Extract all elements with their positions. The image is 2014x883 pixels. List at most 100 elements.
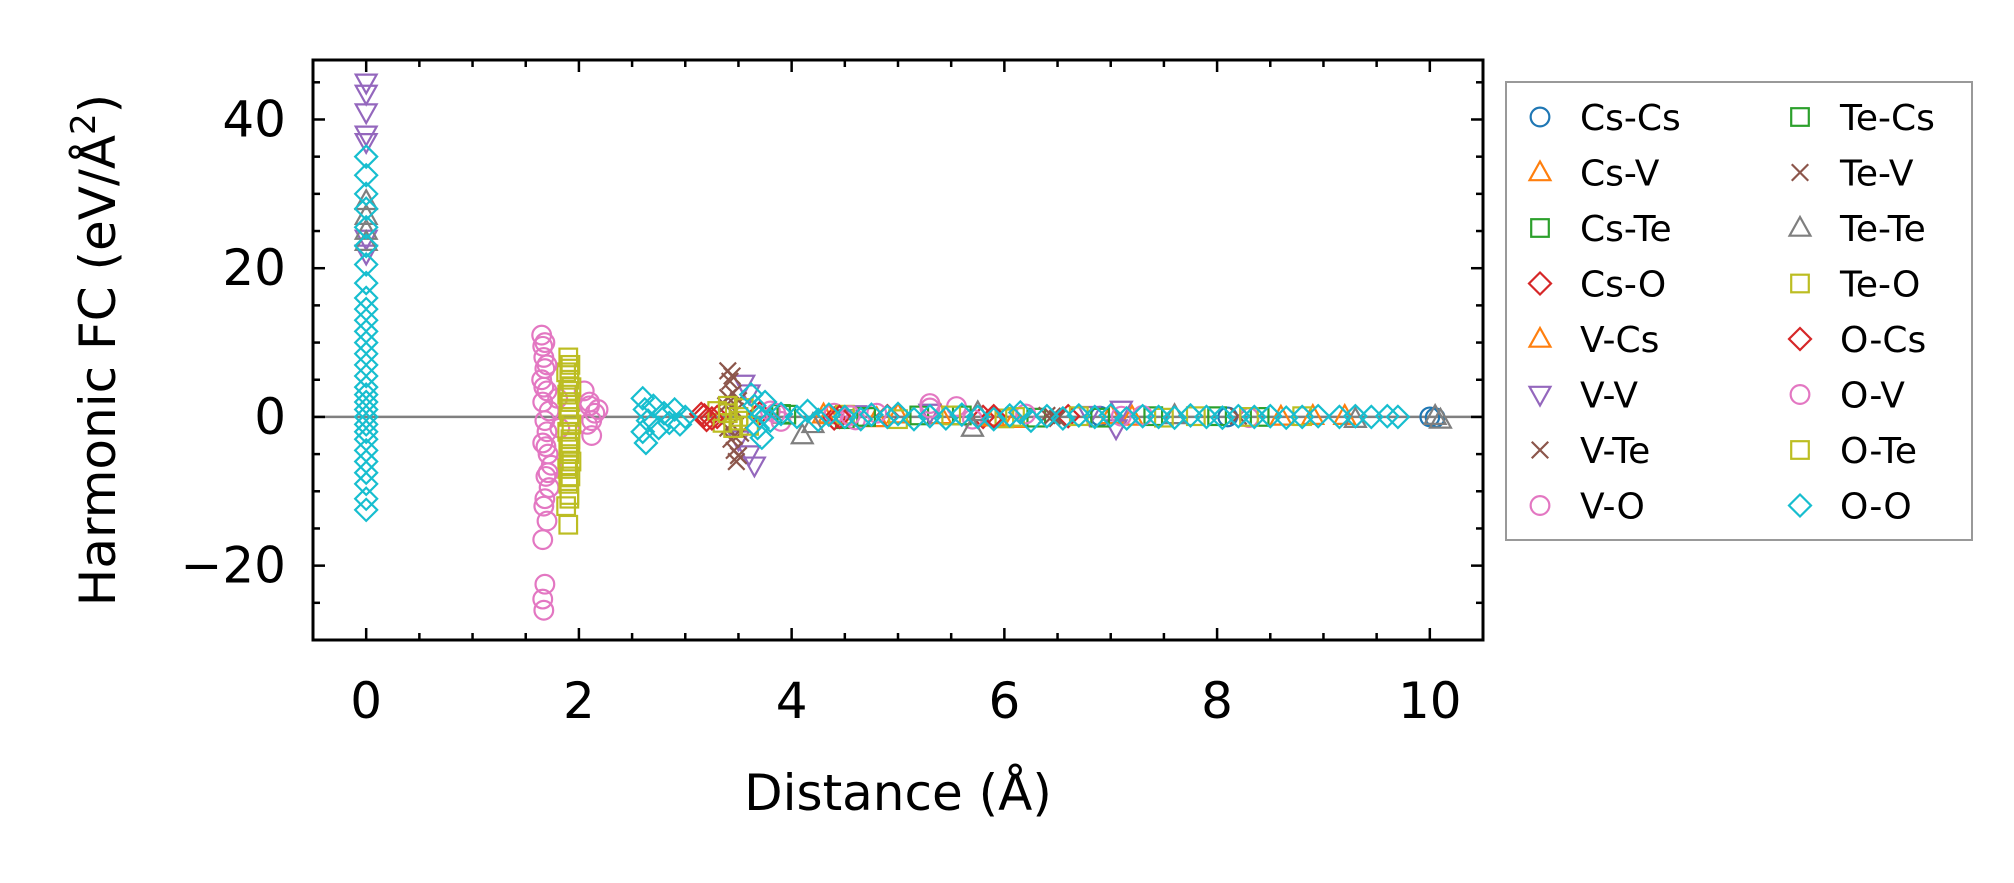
point-o-o bbox=[885, 401, 911, 427]
legend-frame bbox=[1505, 81, 1973, 541]
y-axis-label-superscript: 2 bbox=[64, 113, 104, 135]
point-v-cs bbox=[885, 401, 911, 424]
tick-labels: 0 2 4 6 8 10 −20 0 20 40 bbox=[180, 90, 1461, 730]
point-o-o bbox=[672, 404, 698, 430]
point-te-te bbox=[1422, 402, 1448, 425]
legend-marker-o-o bbox=[1787, 492, 1813, 519]
point-v-o bbox=[536, 421, 558, 443]
legend-marker-cs-o bbox=[1527, 270, 1553, 297]
point-o-v bbox=[581, 410, 603, 432]
point-o-o bbox=[353, 497, 379, 523]
x-tick-label: 4 bbox=[776, 672, 808, 730]
point-o-o bbox=[662, 396, 688, 423]
point-v-v bbox=[742, 456, 767, 479]
point-o-o bbox=[784, 404, 810, 430]
point-o-o bbox=[1193, 404, 1220, 430]
point-v-v bbox=[353, 84, 379, 107]
plot-frame bbox=[311, 58, 1485, 642]
point-o-v bbox=[579, 395, 600, 417]
legend-label: O-Te bbox=[1840, 431, 1917, 472]
point-v-v bbox=[353, 125, 379, 148]
point-te-v bbox=[1043, 407, 1062, 426]
plot-area-background bbox=[313, 60, 1483, 640]
point-o-te bbox=[559, 358, 580, 379]
point-v-o bbox=[534, 573, 556, 595]
point-o-o bbox=[981, 406, 1007, 432]
series-o-v bbox=[533, 332, 1132, 510]
legend-entry-o-cs: O-Cs bbox=[1787, 320, 1926, 361]
x-tick-label: 0 bbox=[350, 672, 382, 730]
point-o-o bbox=[633, 430, 659, 456]
point-o-o bbox=[816, 402, 842, 428]
legend-label: V-V bbox=[1580, 376, 1638, 417]
point-v-v bbox=[353, 73, 379, 96]
legend-entry-te-cs: Te-Cs bbox=[1790, 98, 1935, 139]
point-o-o bbox=[640, 393, 666, 419]
point-o-o bbox=[667, 411, 693, 437]
legend-entry-v-o: V-O bbox=[1529, 487, 1645, 528]
legend-marker-v-v bbox=[1527, 385, 1553, 408]
point-o-o bbox=[768, 401, 794, 427]
x-tick-label: 6 bbox=[988, 672, 1020, 730]
point-o-o bbox=[353, 181, 379, 207]
point-o-o bbox=[353, 144, 379, 170]
point-o-o bbox=[1177, 402, 1204, 428]
legend-marker-cs-te bbox=[1530, 218, 1550, 238]
point-o-o bbox=[1018, 408, 1044, 434]
point-o-te bbox=[1185, 406, 1206, 427]
point-te-cs bbox=[1090, 407, 1110, 428]
point-cs-v bbox=[1002, 405, 1028, 428]
legend-label: O-V bbox=[1840, 376, 1905, 417]
point-v-o bbox=[532, 529, 554, 551]
series-o-o bbox=[353, 144, 1411, 523]
point-te-cs bbox=[776, 404, 797, 425]
point-o-o bbox=[353, 486, 379, 512]
legend-marker-v-cs bbox=[1527, 325, 1553, 348]
point-cs-o bbox=[1055, 403, 1081, 429]
point-o-o bbox=[353, 419, 379, 445]
point-v-o bbox=[536, 380, 558, 402]
legend-label: Cs-V bbox=[1580, 154, 1660, 195]
x-tick-label: 8 bbox=[1201, 672, 1233, 730]
legend-label: Cs-Cs bbox=[1580, 98, 1681, 139]
point-o-v bbox=[534, 488, 556, 510]
point-v-te bbox=[720, 372, 739, 391]
point-te-v bbox=[729, 446, 748, 465]
y-tick-label: 40 bbox=[222, 90, 286, 148]
point-o-o bbox=[949, 402, 975, 428]
point-o-v bbox=[534, 332, 556, 354]
point-o-o bbox=[1385, 404, 1411, 430]
legend-marker-o-cs bbox=[1787, 326, 1813, 352]
legend-entry-cs-cs: Cs-Cs bbox=[1529, 98, 1681, 139]
point-te-o bbox=[559, 369, 580, 390]
point-o-o bbox=[745, 415, 771, 441]
point-o-o bbox=[353, 471, 379, 497]
point-te-o bbox=[557, 421, 578, 442]
legend-marker-te-v bbox=[1790, 163, 1810, 182]
point-o-o bbox=[1130, 403, 1156, 429]
legend-entry-te-o: Te-O bbox=[1790, 265, 1920, 306]
point-te-o bbox=[559, 407, 580, 427]
legend-label: Cs-Te bbox=[1580, 209, 1672, 250]
point-v-o bbox=[533, 599, 555, 621]
point-o-o bbox=[630, 385, 656, 411]
point-o-o bbox=[630, 419, 656, 445]
point-v-o bbox=[573, 380, 595, 402]
legend-label: Te-O bbox=[1839, 265, 1920, 306]
legend-label: V-O bbox=[1580, 487, 1645, 528]
point-o-o bbox=[1066, 402, 1092, 428]
point-o-te bbox=[728, 410, 749, 431]
point-o-o bbox=[1374, 403, 1400, 429]
y-axis-label: Harmonic FC (eV/Å2) bbox=[64, 94, 127, 606]
point-o-o bbox=[965, 404, 991, 430]
y-tick-label: 20 bbox=[222, 239, 286, 297]
point-o-o bbox=[651, 400, 677, 426]
point-v-o bbox=[533, 495, 555, 517]
point-o-te bbox=[717, 403, 738, 424]
point-te-o bbox=[558, 514, 579, 535]
y-axis-label-close: ) bbox=[69, 94, 127, 114]
point-o-o bbox=[1146, 404, 1172, 430]
point-o-o bbox=[353, 270, 379, 296]
point-te-o bbox=[559, 444, 580, 465]
point-o-v bbox=[536, 354, 558, 376]
